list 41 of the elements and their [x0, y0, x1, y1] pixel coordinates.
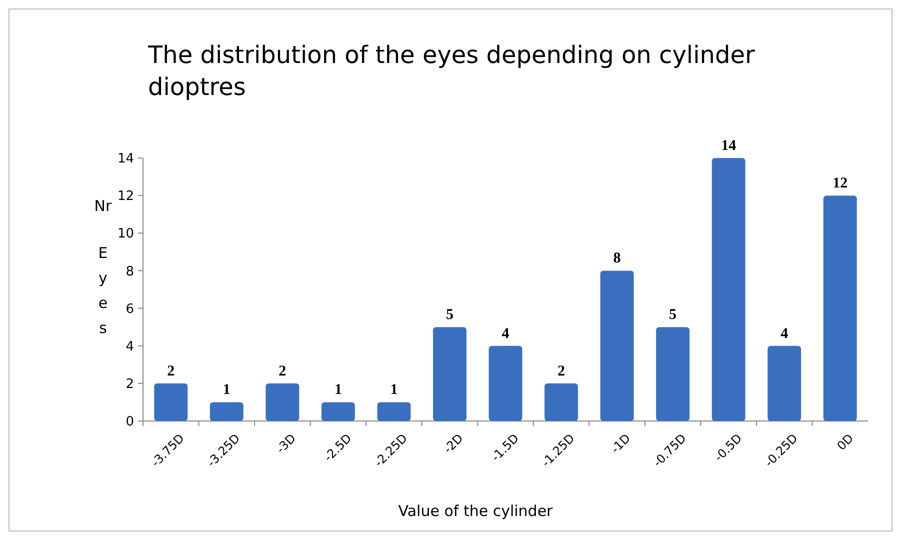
bar: [656, 327, 690, 421]
data-label: 4: [502, 326, 510, 342]
bar: [266, 383, 300, 421]
y-tick-label: 2: [126, 376, 134, 392]
data-label: 8: [613, 250, 621, 267]
bar: [544, 383, 578, 421]
bar: [488, 346, 522, 421]
bar: [712, 158, 746, 421]
data-label: 14: [721, 138, 737, 154]
data-label: 2: [558, 363, 566, 380]
data-label: 1: [222, 382, 230, 398]
data-label: 5: [446, 307, 454, 324]
data-label: 2: [167, 363, 175, 380]
data-label: 1: [334, 382, 342, 398]
bar: [210, 402, 244, 421]
x-tick-label: 0D: [834, 431, 856, 453]
data-label: 1: [390, 382, 398, 398]
y-tick-label: 12: [117, 189, 134, 204]
x-tick-label: -1D: [608, 431, 634, 456]
bar: [321, 402, 355, 421]
data-label: 5: [669, 307, 677, 324]
bar: [823, 196, 857, 421]
text: Nr Eyes: [94, 197, 112, 337]
y-tick-label: 0: [126, 414, 134, 430]
data-label: 4: [780, 326, 789, 342]
y-tick-label: 4: [126, 339, 134, 354]
bar: [433, 327, 466, 421]
x-tick-label: -2D: [440, 431, 466, 456]
data-label: 2: [278, 363, 286, 380]
y-tick-label: 6: [126, 302, 134, 317]
y-tick-label: 8: [126, 264, 134, 280]
y-tick-label: 14: [117, 152, 134, 167]
x-axis-title: Value of the cylinder: [398, 502, 554, 520]
bar: [768, 346, 802, 421]
y-tick-label: 10: [117, 226, 134, 242]
data-label: 12: [832, 176, 848, 192]
bar: [377, 402, 411, 421]
bar: [600, 270, 634, 421]
x-tick-label: -3D: [274, 431, 298, 456]
bar: [154, 383, 188, 421]
chart-title: The distribution of the eyes depending on cylinder dioptres: [147, 41, 755, 101]
